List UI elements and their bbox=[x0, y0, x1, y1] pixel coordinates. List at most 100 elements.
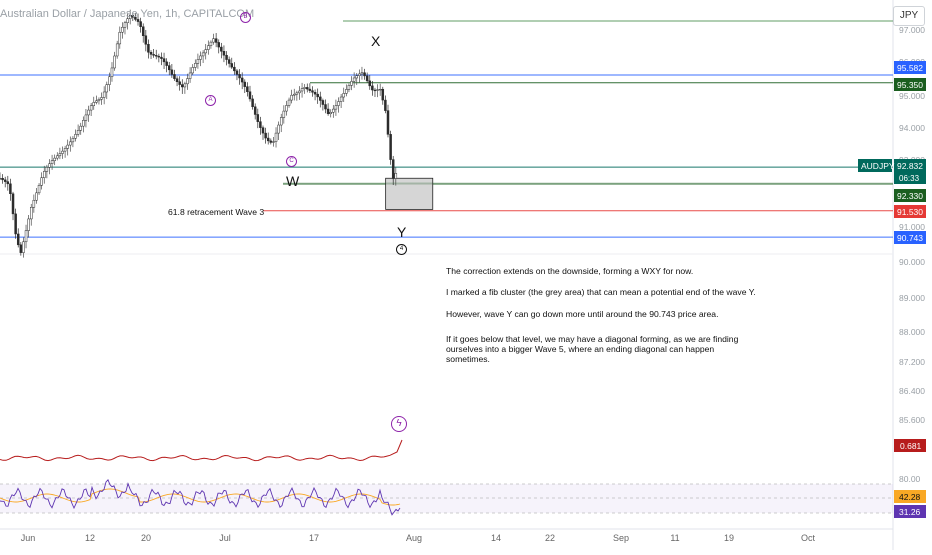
candle-body bbox=[160, 56, 163, 59]
candle-body bbox=[329, 112, 332, 115]
candle-body bbox=[360, 72, 364, 75]
candle-body bbox=[128, 14, 132, 19]
analysis-note-1: The correction extends on the downside, … bbox=[446, 266, 694, 276]
candle-body bbox=[347, 85, 351, 90]
candle-body bbox=[84, 114, 88, 121]
lightning-icon[interactable]: ϟ bbox=[391, 416, 407, 432]
wave-label-a: A bbox=[205, 95, 216, 106]
candle-body bbox=[82, 120, 85, 127]
y-tick-label: 87.200 bbox=[899, 357, 925, 367]
x-tick-label: Sep bbox=[613, 533, 629, 543]
candle-body bbox=[220, 46, 223, 52]
y-tick-label: 80.00 bbox=[899, 474, 921, 484]
y-tick-label: 90.000 bbox=[899, 257, 925, 267]
wave-label-y: Y bbox=[397, 224, 407, 240]
candle-body bbox=[248, 91, 252, 100]
candle-body bbox=[22, 241, 25, 253]
candle-body bbox=[173, 74, 176, 79]
candle-body bbox=[19, 244, 23, 253]
candle-body bbox=[141, 26, 145, 37]
x-tick-label: 20 bbox=[141, 533, 151, 543]
candle-body bbox=[222, 51, 226, 56]
candle-body bbox=[371, 85, 374, 91]
currency-button[interactable]: JPY bbox=[893, 6, 925, 26]
candle-body bbox=[342, 93, 345, 98]
candle-body bbox=[178, 81, 181, 85]
candle-body bbox=[154, 55, 158, 57]
candle-body bbox=[58, 153, 62, 157]
candle-body bbox=[126, 18, 129, 23]
x-tick-label: 12 bbox=[85, 533, 95, 543]
candle-body bbox=[306, 87, 309, 90]
candle-body bbox=[170, 69, 174, 75]
candle-body bbox=[319, 96, 322, 101]
candle-body bbox=[61, 150, 64, 154]
candle-body bbox=[43, 171, 46, 178]
candle-body bbox=[207, 45, 210, 50]
x-tick-label: Aug bbox=[406, 533, 422, 543]
candle-body bbox=[384, 99, 387, 111]
candle-body bbox=[352, 77, 356, 82]
candle-body bbox=[35, 192, 38, 201]
candle-body bbox=[272, 141, 275, 143]
analysis-note-2: I marked a fib cluster (the grey area) t… bbox=[446, 287, 756, 297]
candle-body bbox=[279, 117, 283, 126]
candle-body bbox=[293, 93, 296, 96]
y-tick-label: 91.000 bbox=[899, 222, 925, 232]
level-price-label: 92.832 bbox=[897, 161, 923, 171]
candle-body bbox=[6, 181, 10, 185]
candle-body bbox=[334, 105, 338, 110]
candle-body bbox=[149, 52, 153, 55]
candle-body bbox=[261, 127, 265, 134]
indicator-line bbox=[0, 439, 403, 462]
level-price-box bbox=[894, 189, 926, 202]
candle-body bbox=[183, 83, 187, 88]
candle-body bbox=[227, 59, 231, 64]
candle-body bbox=[285, 105, 288, 112]
x-tick-label: Jul bbox=[219, 533, 231, 543]
candle-body bbox=[311, 90, 314, 93]
candle-body bbox=[188, 72, 192, 79]
candle-body bbox=[269, 140, 273, 143]
candle-body bbox=[29, 207, 33, 220]
indicator-value-label: 0.681 bbox=[900, 441, 922, 451]
rsi-ma-value-box bbox=[894, 490, 926, 503]
level-price-label: 90.743 bbox=[897, 233, 923, 243]
level-price-label: 91.530 bbox=[897, 207, 923, 217]
candle-body bbox=[287, 99, 291, 106]
candle-body bbox=[37, 184, 41, 194]
candle-body bbox=[136, 19, 140, 22]
candle-body bbox=[196, 59, 200, 64]
candle-body bbox=[27, 218, 30, 231]
candle-body bbox=[266, 137, 270, 142]
candle-body bbox=[121, 26, 124, 33]
candle-body bbox=[131, 14, 135, 18]
chart-title: Australian Dollar / Japanese Yen, 1h, CA… bbox=[0, 8, 255, 20]
candle-body bbox=[14, 213, 17, 235]
wave-label-w: W bbox=[286, 173, 300, 189]
candle-body bbox=[308, 88, 312, 91]
candle-body bbox=[24, 230, 28, 243]
candle-body bbox=[355, 75, 358, 79]
candle-body bbox=[74, 134, 77, 139]
candle-body bbox=[95, 100, 98, 103]
candle-body bbox=[123, 22, 127, 28]
candle-body bbox=[381, 88, 385, 101]
candle-body bbox=[165, 61, 168, 66]
x-tick-label: 11 bbox=[670, 533, 679, 543]
candle-body bbox=[118, 31, 122, 45]
candle-body bbox=[339, 96, 343, 102]
candle-body bbox=[235, 70, 239, 75]
rsi-ma-line bbox=[0, 488, 401, 506]
candle-body bbox=[181, 84, 184, 88]
fib-label: 61.8 retracement Wave 3 bbox=[168, 207, 265, 217]
candle-body bbox=[105, 84, 109, 93]
candle-body bbox=[157, 55, 161, 58]
candle-body bbox=[389, 134, 392, 160]
candle-body bbox=[53, 157, 56, 161]
candle-body bbox=[391, 159, 395, 179]
wave-label-x: X bbox=[371, 33, 381, 49]
candle-body bbox=[316, 93, 319, 98]
